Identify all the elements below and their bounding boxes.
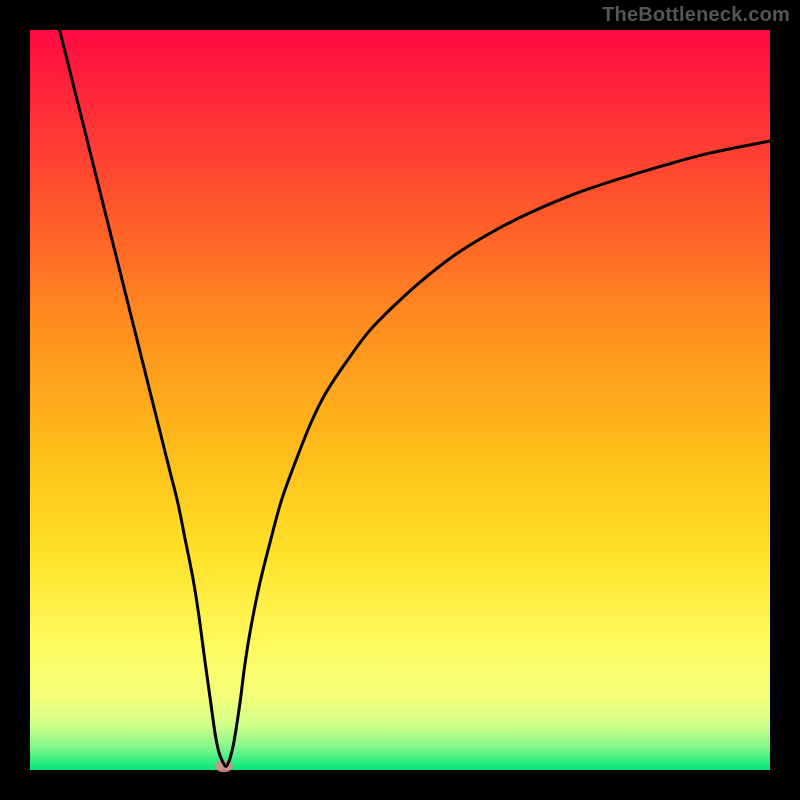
watermark-text: TheBottleneck.com — [602, 4, 790, 27]
chart-canvas: TheBottleneck.com — [0, 0, 800, 800]
bottleneck-curve-chart — [0, 0, 800, 800]
chart-background-gradient — [30, 30, 770, 770]
